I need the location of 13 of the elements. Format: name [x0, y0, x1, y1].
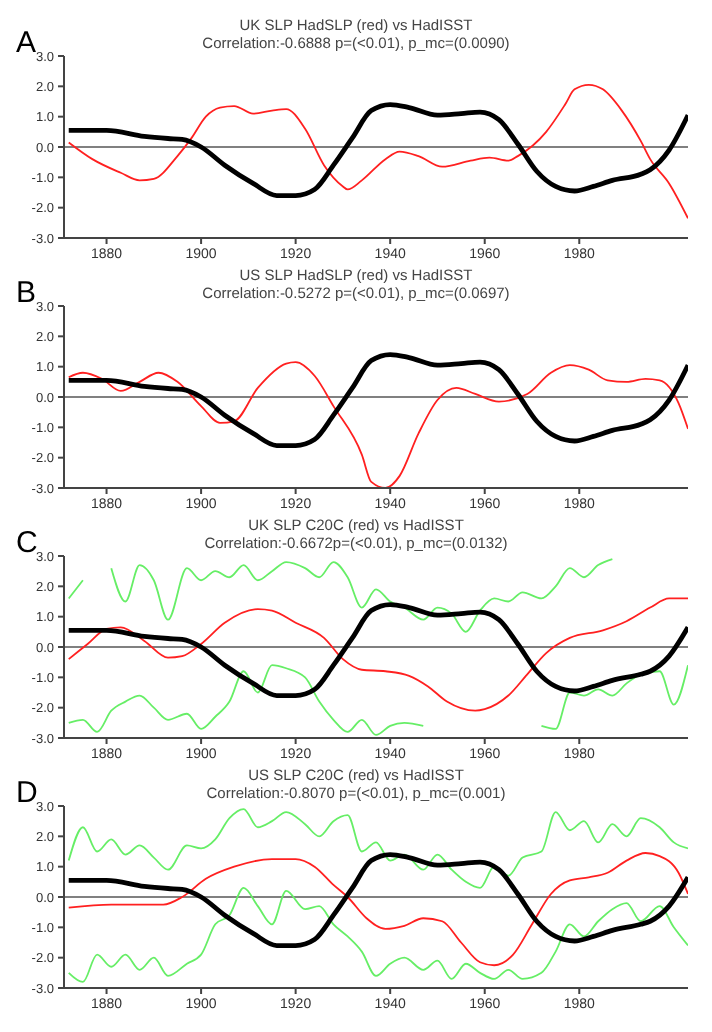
text: B	[16, 276, 37, 310]
line-series	[66, 102, 688, 198]
line-series	[67, 852, 688, 967]
line-series	[66, 602, 688, 698]
line-series	[67, 887, 688, 983]
line-series	[67, 597, 688, 712]
line-series	[67, 83, 688, 220]
line-series	[66, 352, 688, 448]
text: C	[16, 526, 38, 560]
line-series	[66, 852, 688, 948]
text: A	[16, 26, 37, 60]
line-series	[67, 808, 688, 889]
text: D	[16, 776, 38, 810]
